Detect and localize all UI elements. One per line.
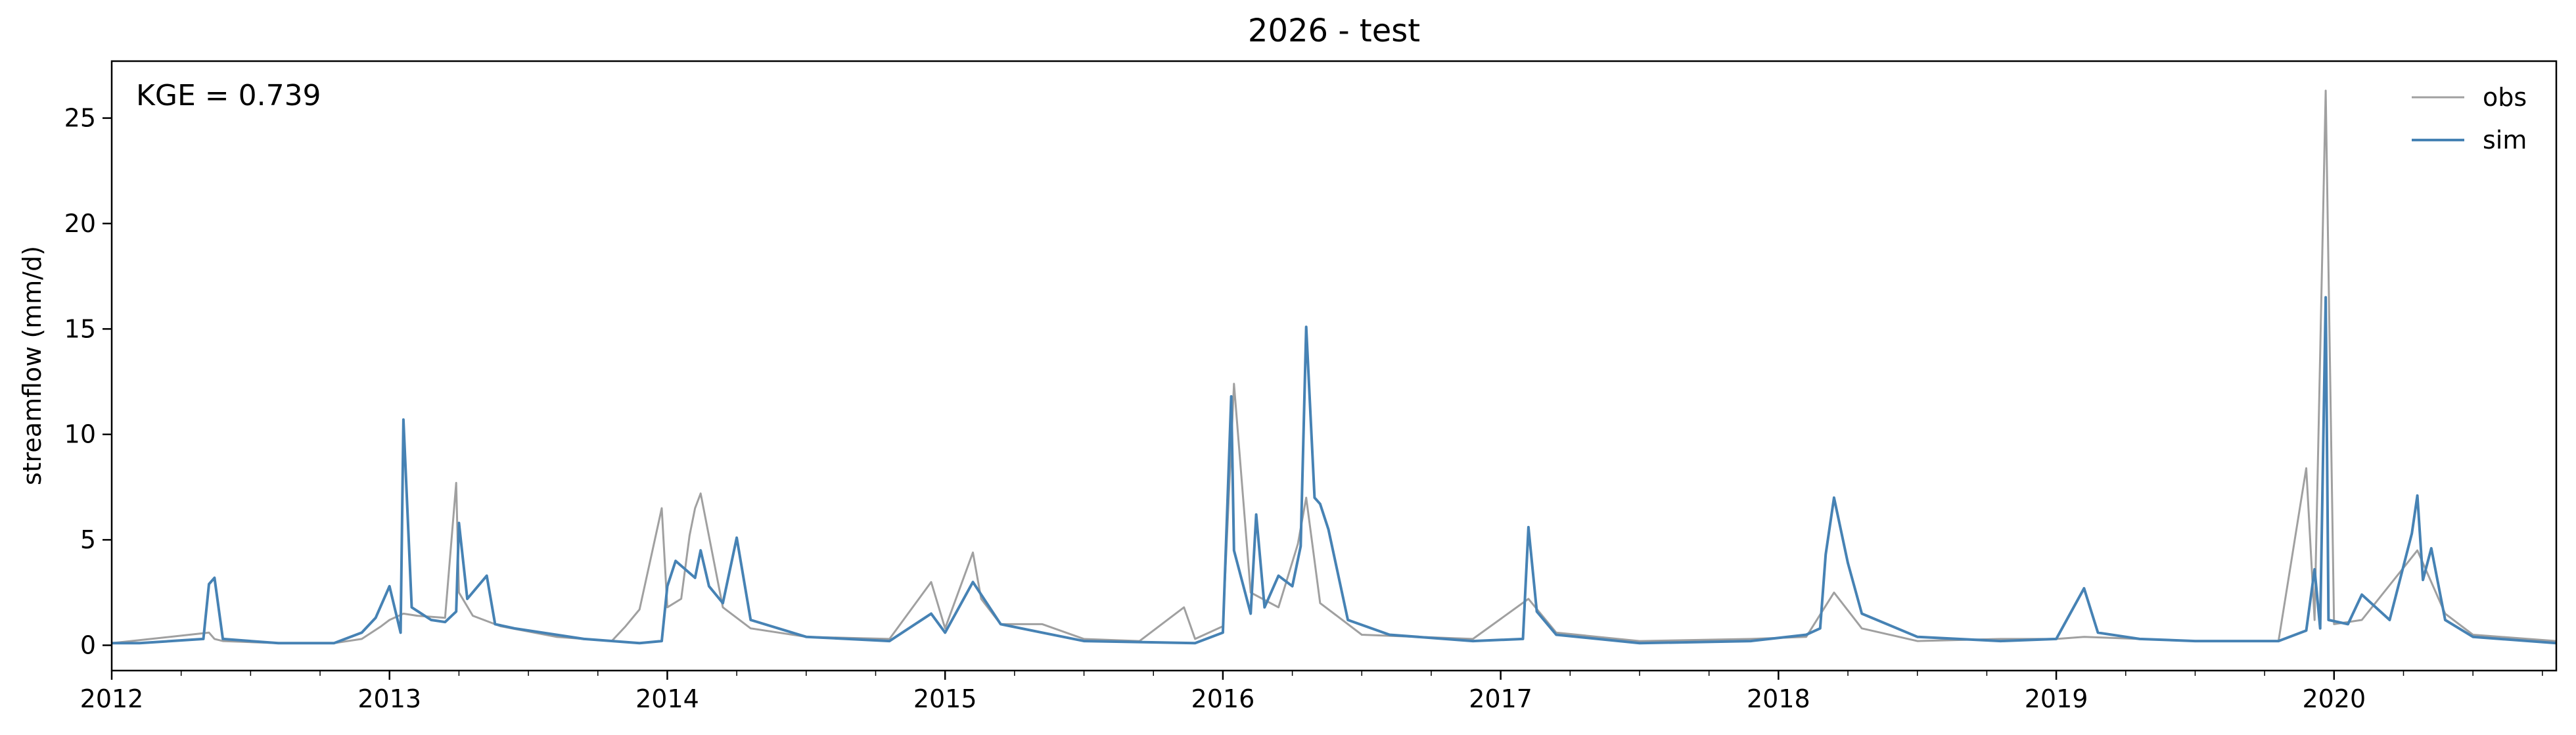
y-axis-label: streamflow (mm/d)	[18, 246, 47, 485]
x-tick-label-2019: 2019	[2025, 684, 2088, 713]
chart-title: 2026 - test	[1248, 12, 1420, 49]
x-tick-label-2014: 2014	[635, 684, 699, 713]
legend: obs sim	[2412, 83, 2527, 154]
y-tick-label-25: 25	[64, 104, 96, 133]
x-tick-label-2016: 2016	[1191, 684, 1255, 713]
x-tick-label-2017: 2017	[1469, 684, 1532, 713]
y-tick-label-5: 5	[80, 525, 96, 554]
y-tick-label-15: 15	[64, 314, 96, 343]
x-tick-label-2020: 2020	[2302, 684, 2366, 713]
y-tick-label-20: 20	[64, 209, 96, 238]
series-line-sim	[112, 296, 2557, 645]
x-tick-label-2013: 2013	[357, 684, 421, 713]
legend-label-sim: sim	[2483, 126, 2527, 154]
x-tick-label-2012: 2012	[80, 684, 144, 713]
series-line-obs	[111, 89, 2557, 644]
plot-area	[110, 60, 2558, 672]
y-tick-label-0: 0	[80, 631, 96, 660]
kge-annotation: KGE = 0.739	[136, 79, 321, 112]
y-tick-label-10: 10	[64, 420, 96, 449]
y-axis: 0 5 10 15 20 25	[64, 104, 112, 660]
series-layer	[111, 89, 2557, 645]
x-axis: 2012 2013 2014 2015 2016 2017 2018 2019 2020	[80, 671, 2543, 713]
plot-frame	[110, 60, 2558, 672]
x-tick-label-2015: 2015	[913, 684, 977, 713]
x-tick-label-2018: 2018	[1747, 684, 1810, 713]
legend-label-obs: obs	[2483, 83, 2527, 112]
